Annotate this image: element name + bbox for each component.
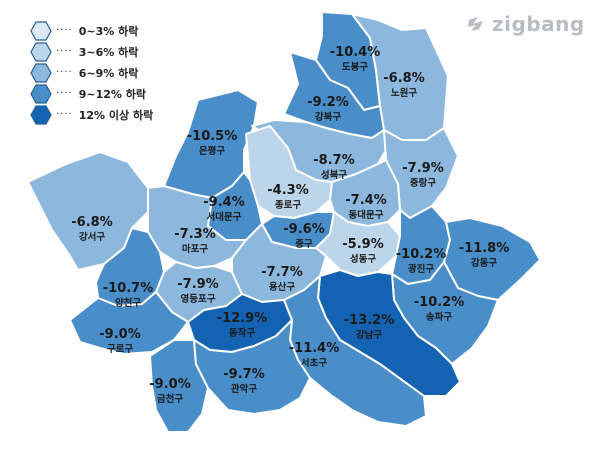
legend: ···· 0~3% 하락 ···· 3~6% 하락 ···· 6~9% 하락 ·… — [30, 20, 153, 125]
district-change-value: -4.3% — [267, 183, 308, 198]
legend-swatch — [30, 104, 52, 125]
legend-label: 0~3% 하락 — [78, 24, 139, 38]
district-name: 강서구 — [79, 231, 105, 243]
district-name: 용산구 — [269, 281, 295, 293]
district-name: 도봉구 — [342, 62, 368, 73]
district-change-value: -8.7% — [313, 153, 354, 168]
district-name: 양천구 — [115, 297, 141, 309]
legend-hex-icon — [30, 41, 52, 62]
district-change-value: -10.2% — [396, 247, 447, 262]
district-change-value: -5.9% — [342, 237, 383, 252]
legend-label: 12% 이상 하락 — [78, 108, 154, 122]
legend-dots: ···· — [56, 88, 73, 99]
district-name: 구로구 — [107, 344, 133, 355]
legend-item: ···· 0~3% 하락 — [30, 20, 153, 41]
legend-item: ···· 3~6% 하락 — [30, 41, 153, 62]
legend-dots: ···· — [56, 67, 73, 78]
district-name: 광진구 — [408, 263, 434, 275]
district-name: 종로구 — [275, 200, 301, 211]
legend-label: 3~6% 하락 — [78, 45, 139, 59]
district-change-value: -10.5% — [187, 129, 238, 144]
district-name: 금천구 — [157, 394, 183, 405]
district-name: 강남구 — [356, 329, 382, 341]
district-change-value: -9.0% — [99, 327, 140, 342]
district-name: 서대문구 — [207, 211, 242, 223]
legend-dots: ···· — [56, 46, 73, 57]
district-change-value: -7.9% — [177, 277, 218, 292]
district-change-value: -7.3% — [174, 227, 215, 242]
district-change-value: -7.9% — [402, 161, 443, 176]
district-change-value: -13.2% — [344, 313, 395, 328]
legend-swatch — [30, 83, 52, 104]
brand-name: zigbang — [492, 12, 585, 36]
district-name: 관악구 — [231, 383, 257, 395]
district-change-value: -7.4% — [345, 193, 386, 208]
legend-swatch — [30, 20, 52, 41]
district-change-value: -10.7% — [103, 281, 154, 296]
legend-label: 6~9% 하락 — [78, 66, 139, 80]
district-change-value: -11.8% — [459, 241, 510, 256]
district-name: 마포구 — [182, 243, 208, 255]
legend-swatch — [30, 41, 52, 62]
district-name: 송파구 — [426, 311, 452, 323]
district-name: 영등포구 — [181, 293, 216, 305]
district-change-value: -9.7% — [223, 367, 264, 382]
district-change-value: -6.8% — [71, 215, 112, 230]
legend-hex-icon — [30, 62, 52, 83]
district-name: 강북구 — [315, 111, 341, 123]
district-name: 은평구 — [199, 145, 225, 157]
zigbang-logo-icon — [468, 17, 483, 31]
legend-hex-icon — [30, 20, 52, 41]
legend-item: ···· 6~9% 하락 — [30, 62, 153, 83]
district-change-value: -9.4% — [203, 195, 244, 210]
district-region — [443, 217, 541, 301]
district-change-value: -10.4% — [330, 45, 381, 60]
legend-hex-icon — [30, 104, 52, 125]
legend-dots: ···· — [56, 25, 73, 36]
district-change-value: -12.9% — [217, 311, 268, 326]
district-name: 중랑구 — [410, 177, 436, 189]
district-change-value: -11.4% — [289, 341, 340, 356]
brand-logo: zigbang — [466, 12, 585, 36]
district-region — [149, 339, 209, 433]
legend-item: ···· 9~12% 하락 — [30, 83, 153, 104]
district-change-value: -9.6% — [283, 222, 324, 237]
district-region — [329, 159, 401, 227]
district-name: 동작구 — [229, 327, 255, 339]
district-change-value: -9.2% — [307, 95, 348, 110]
district-change-value: -10.2% — [414, 295, 465, 310]
district-change-value: -9.0% — [149, 377, 190, 392]
district-name: 서초구 — [301, 357, 327, 369]
legend-hex-icon — [30, 83, 52, 104]
district-name: 노원구 — [391, 87, 417, 99]
district-name: 동대문구 — [349, 209, 384, 221]
district-name: 성북구 — [321, 169, 347, 181]
district-name: 성동구 — [350, 253, 376, 265]
district-region — [193, 319, 311, 415]
district-change-value: -7.7% — [261, 265, 302, 280]
legend-label: 9~12% 하락 — [78, 87, 146, 101]
district-name: 중구 — [295, 239, 313, 250]
district-name: 강동구 — [471, 257, 497, 269]
legend-dots: ···· — [56, 109, 73, 120]
legend-swatch — [30, 62, 52, 83]
legend-item: ···· 12% 이상 하락 — [30, 104, 153, 125]
district-change-value: -6.8% — [383, 71, 424, 86]
